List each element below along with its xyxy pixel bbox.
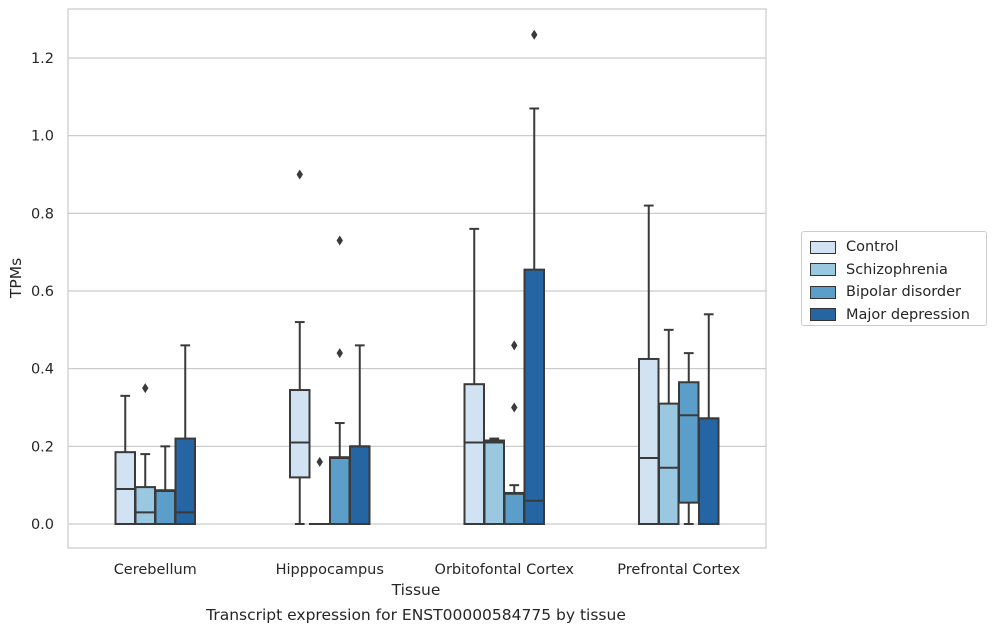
legend-label: Major depression xyxy=(846,306,970,323)
legend: Control Schizophrenia Bipolar disorder Majo… xyxy=(801,231,987,326)
outlier-point xyxy=(336,348,343,359)
legend-item: Major depression xyxy=(808,304,980,327)
box-body xyxy=(523,268,545,525)
box-control xyxy=(638,204,660,526)
box-body xyxy=(349,445,371,526)
outlier-point xyxy=(511,340,518,351)
box-bipolar-disorder xyxy=(678,352,700,525)
outlier-point xyxy=(142,383,149,394)
box-control xyxy=(289,169,311,525)
box-control xyxy=(463,227,485,526)
box-body xyxy=(174,437,196,526)
legend-swatch xyxy=(810,263,836,277)
box-body xyxy=(329,456,351,525)
legend-swatch xyxy=(810,240,836,254)
x-tick-label: Prefrontal Cortex xyxy=(617,562,740,578)
y-tick-label: 0.0 xyxy=(31,517,54,533)
outlier-point xyxy=(296,169,303,180)
outlier-point xyxy=(336,235,343,246)
x-tick-label: Hipppocampus xyxy=(276,562,384,578)
box-body xyxy=(698,417,720,525)
box-schizophrenia xyxy=(134,383,156,526)
box-body xyxy=(154,489,176,525)
legend-item: Schizophrenia xyxy=(808,259,980,282)
outlier-point xyxy=(511,402,518,413)
y-tick-label: 1.2 xyxy=(31,51,54,67)
y-tick-label: 0.6 xyxy=(31,284,54,300)
box-major-depression xyxy=(174,344,196,526)
box-schizophrenia xyxy=(309,456,331,526)
y-tick-label: 0.8 xyxy=(31,206,54,222)
box-body xyxy=(134,486,156,526)
box-body xyxy=(638,357,660,526)
box-body xyxy=(483,439,505,525)
box-control xyxy=(114,394,136,525)
box-schizophrenia xyxy=(658,328,680,525)
x-tick-label: Orbitofontal Cortex xyxy=(435,562,575,578)
y-axis-label: TPMs xyxy=(7,258,25,299)
y-tick-label: 1.0 xyxy=(31,129,54,145)
x-tick-label: Cerebellum xyxy=(114,562,197,578)
box-series xyxy=(114,29,720,526)
box-body xyxy=(463,383,485,526)
box-major-depression xyxy=(698,313,720,525)
box-bipolar-disorder xyxy=(329,235,351,525)
legend-item: Control xyxy=(808,236,980,259)
x-axis-label: Tissue xyxy=(391,581,441,599)
legend-item: Bipolar disorder xyxy=(808,281,980,304)
outlier-point xyxy=(531,29,538,40)
box-major-depression xyxy=(523,29,545,525)
legend-label: Control xyxy=(846,239,899,256)
plot-frame xyxy=(67,8,767,549)
box-body xyxy=(678,381,700,504)
box-body xyxy=(503,491,525,525)
y-tick-label: 0.2 xyxy=(31,439,54,455)
legend-label: Bipolar disorder xyxy=(846,284,961,301)
box-bipolar-disorder xyxy=(154,445,176,525)
y-tick-labels: 0.0 0.2 0.4 0.6 0.8 1.0 1.2 xyxy=(31,51,54,533)
y-tick-label: 0.4 xyxy=(31,362,54,378)
legend-swatch xyxy=(810,285,836,299)
box-schizophrenia xyxy=(483,437,505,525)
box-bipolar-disorder xyxy=(503,340,525,525)
legend-label: Schizophrenia xyxy=(846,261,948,278)
x-tick-labels: Cerebellum Hipppocampus Orbitofontal Corte… xyxy=(114,562,741,578)
box-major-depression xyxy=(349,344,371,526)
box-body xyxy=(289,389,311,479)
chart-caption: Transcript expression for ENST0000058477… xyxy=(206,606,626,624)
box-body xyxy=(658,402,680,525)
legend-swatch xyxy=(810,308,836,322)
outlier-point xyxy=(316,456,323,467)
